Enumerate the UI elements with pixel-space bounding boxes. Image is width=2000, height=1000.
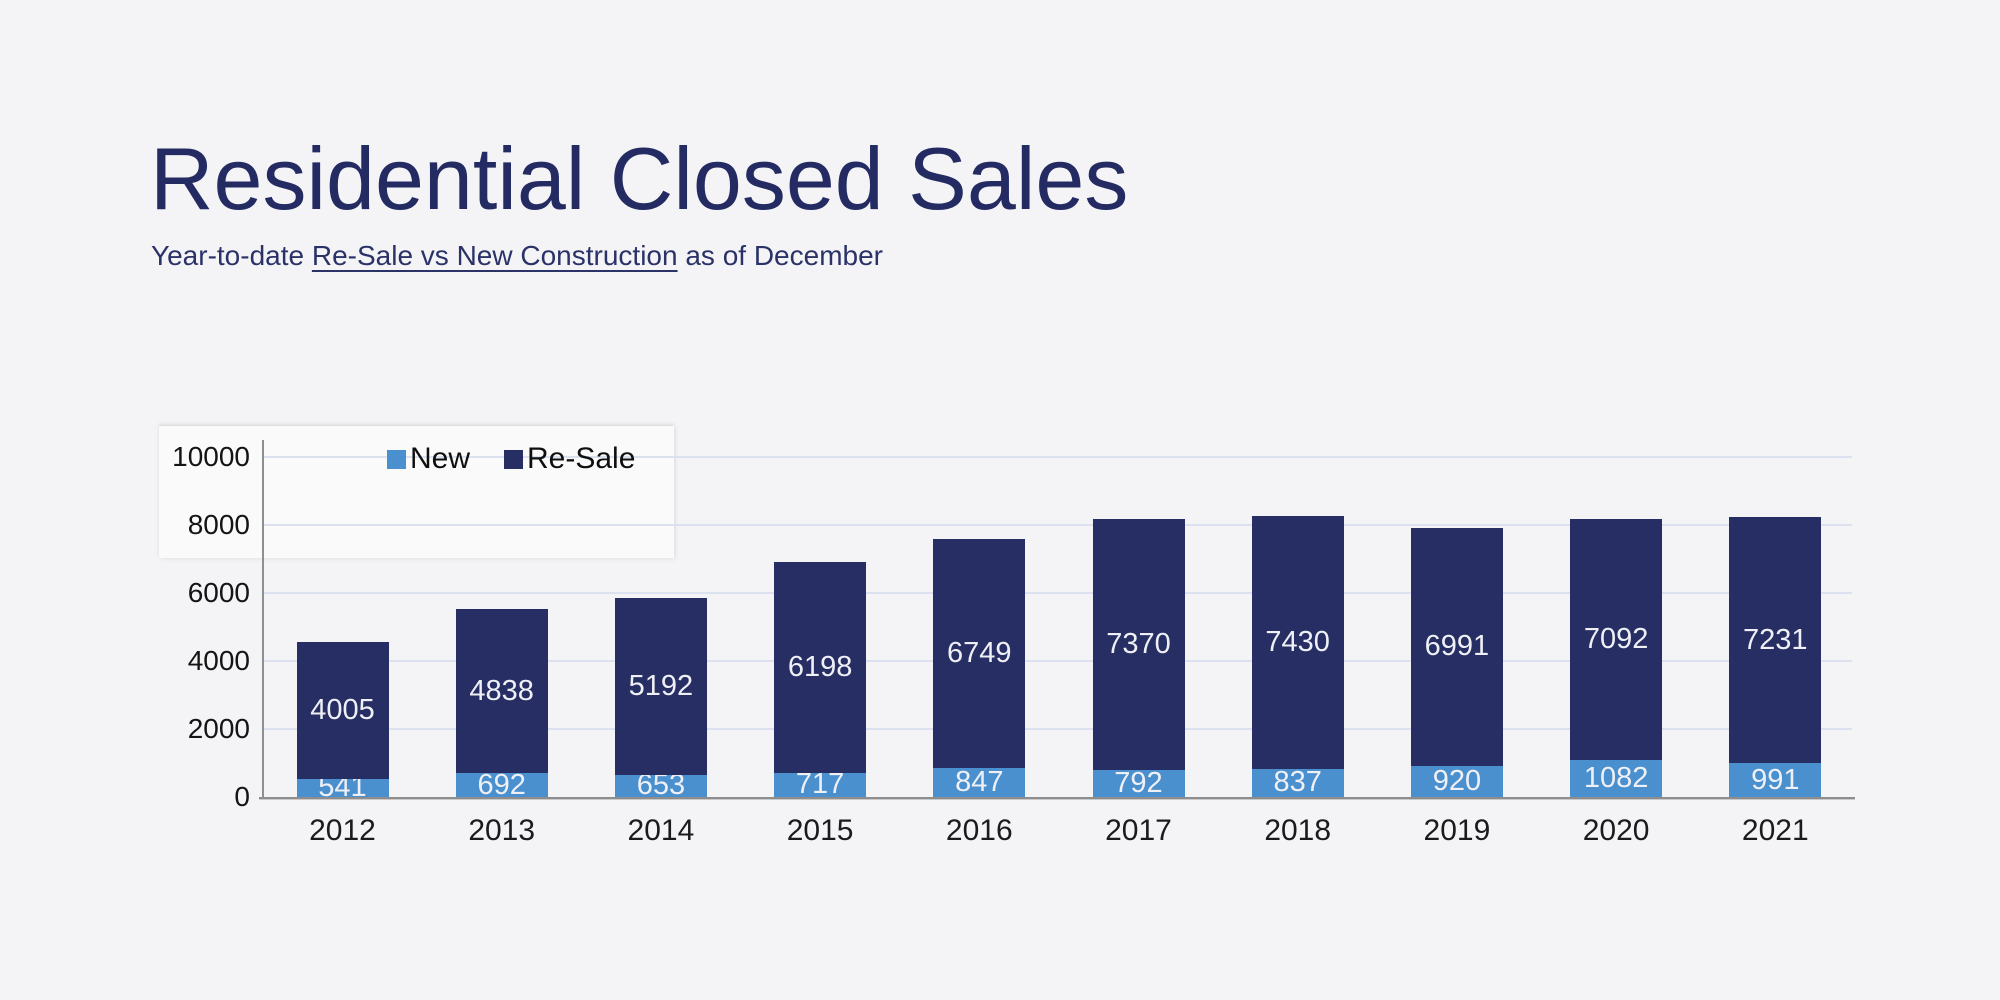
bar-value-label-new: 792 [1114,767,1163,800]
bar-value-label-resale: 6991 [1424,630,1490,663]
bar-segment-new-2012: 541 [296,773,389,802]
bar-segment-new-2016: 847 [933,766,1026,799]
bar-value-label-new: 1082 [1583,762,1649,795]
bar-segment-new-2019: 920 [1410,764,1503,797]
y-axis-line [262,440,264,797]
x-tick-label: 2021 [1741,814,1809,847]
y-tick-label: 8000 [187,509,250,540]
bar-segment-new-2013: 692 [455,768,548,801]
bar-value-label-resale: 7370 [1106,628,1171,661]
bar-value-label-new: 717 [795,768,845,801]
x-tick-label: 2013 [468,814,536,847]
x-axis-line [259,797,1855,799]
resale-series-swatch-icon [504,449,524,469]
gridline [263,456,1852,458]
bar-value-label-resale: 4838 [469,674,534,707]
new-series-swatch-icon [387,449,406,469]
bar-segment-new-2021: 991 [1729,763,1822,797]
gridline [263,524,1852,526]
page-subtitle: Year-to-date Re-Sale vs New Construction… [151,240,883,272]
gridline [263,660,1852,662]
bar-value-label-new: 653 [636,769,686,802]
x-tick-label: 2015 [786,814,854,847]
bar-segment-new-2018: 837 [1251,766,1344,799]
legend-label-resale: Re-Sale [527,442,636,475]
subtitle-suffix: as of December [677,240,883,271]
legend-label-new: New [410,442,471,475]
bar-value-label-new: 837 [1273,766,1322,799]
bar-segment-new-2015: 717 [774,768,867,801]
legend-item-new: New [387,444,470,474]
bar-segment-resale-2019: 6991 [1410,528,1503,766]
chart-legend: New Re-Sale [387,444,669,474]
legend-item-resale: Re-Sale [504,444,635,474]
bar-segment-resale-2016: 6749 [933,538,1026,769]
bar-value-label-resale: 4005 [310,694,375,726]
x-tick-label: 2017 [1105,814,1172,847]
bar-segment-resale-2015: 6198 [774,561,867,773]
bar-segment-new-2020: 1082 [1570,760,1663,797]
x-tick-label: 2012 [309,814,376,847]
bar-value-label-resale: 7430 [1265,625,1330,658]
bar-value-label-new: 991 [1751,763,1800,796]
bar-value-label-resale: 7092 [1583,623,1649,656]
x-tick-label: 2019 [1423,814,1491,847]
y-tick-label: 0 [234,781,250,812]
x-tick-label: 2014 [627,814,695,847]
bar-segment-resale-2018: 7430 [1251,515,1344,769]
bar-value-label-new: 920 [1432,764,1482,797]
x-tick-label: 2020 [1582,814,1650,847]
highlight-panel-artifact [159,426,674,558]
bar-segment-resale-2014: 5192 [614,598,707,775]
bar-segment-resale-2021: 7231 [1729,517,1822,764]
y-tick-label: 10000 [172,441,250,472]
gridline [263,592,1852,594]
subtitle-link[interactable]: Re-Sale vs New Construction [311,240,678,271]
x-tick-label: 2018 [1264,814,1332,847]
gridline [263,728,1852,730]
bar-segment-new-2017: 792 [1092,767,1185,800]
bar-segment-resale-2017: 7370 [1092,519,1185,771]
bar-value-label-resale: 6198 [787,650,853,683]
y-tick-label: 6000 [187,577,250,608]
bar-value-label-new: 692 [477,768,526,801]
bar-value-label-resale: 7231 [1743,623,1808,656]
bar-value-label-resale: 6749 [947,636,1012,669]
bar-value-label-new: 847 [955,766,1004,799]
bar-segment-resale-2020: 7092 [1570,519,1663,761]
y-tick-label: 2000 [187,713,250,744]
subtitle-prefix: Year-to-date [151,240,312,271]
bar-segment-resale-2012: 4005 [296,642,389,779]
bar-value-label-resale: 5192 [628,670,694,703]
page-title: Residential Closed Sales [150,129,1129,228]
bar-segment-resale-2013: 4838 [455,608,548,774]
y-tick-label: 4000 [187,645,250,676]
x-tick-label: 2016 [945,814,1013,847]
bar-segment-new-2014: 653 [614,771,707,800]
